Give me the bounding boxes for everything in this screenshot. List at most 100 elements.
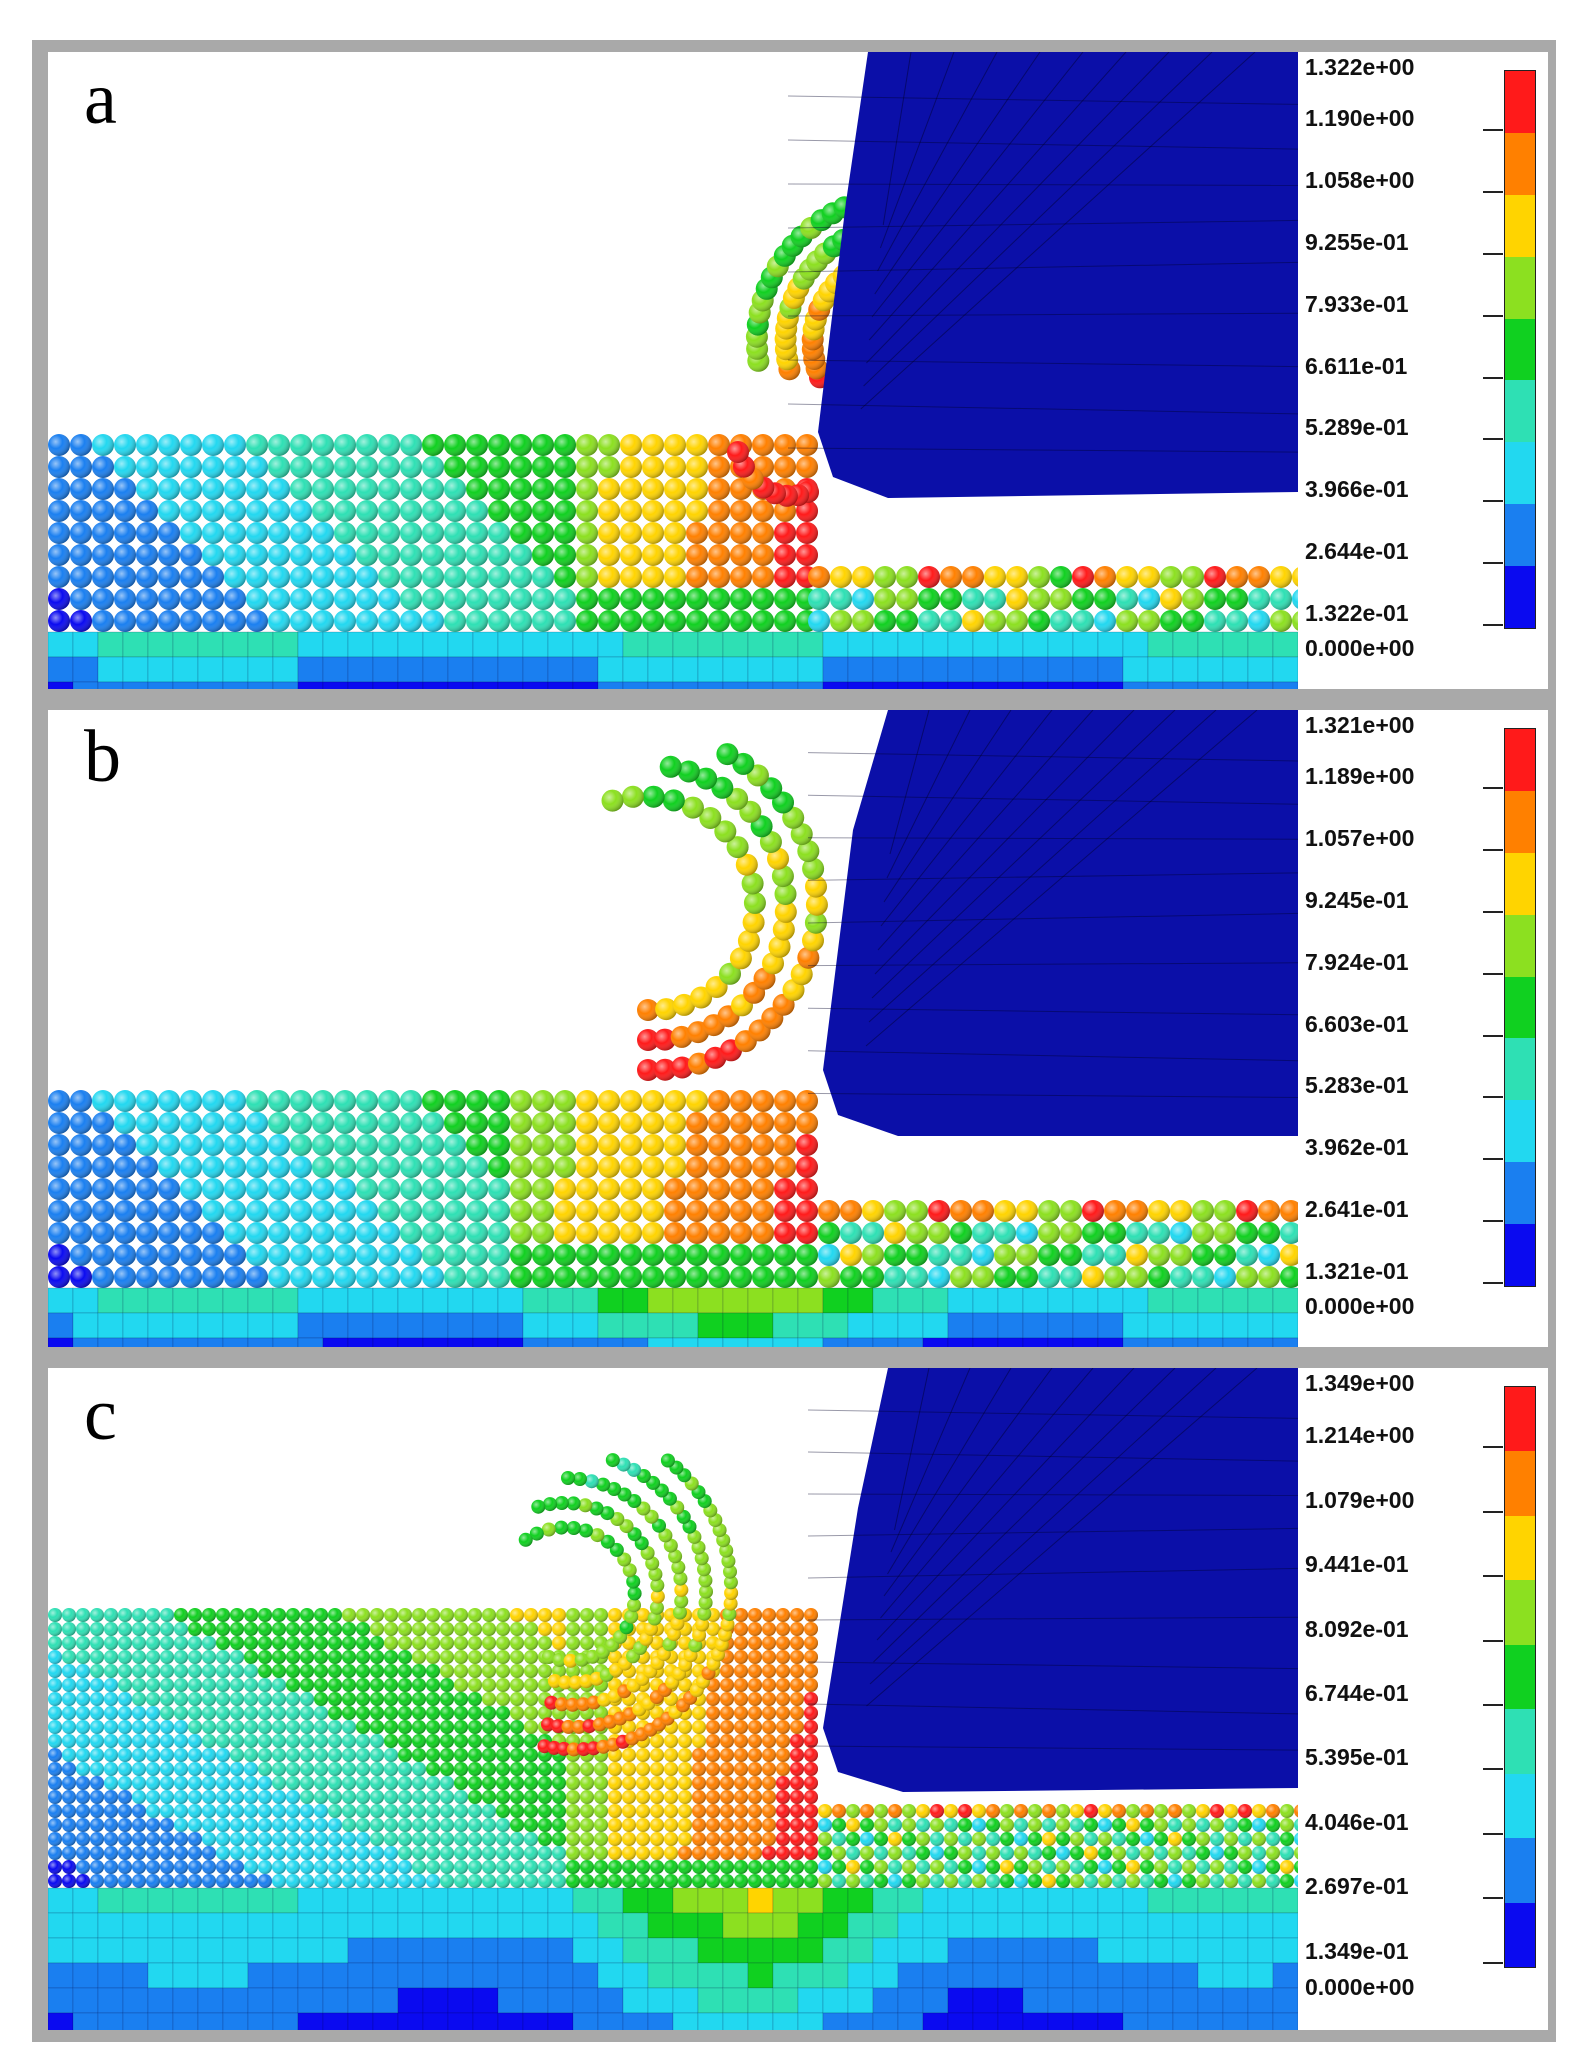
mesh-cell xyxy=(697,1312,724,1339)
particle-shade xyxy=(334,588,356,610)
particle-shade xyxy=(538,1622,552,1636)
particle-shade xyxy=(482,1832,496,1846)
particle-shade xyxy=(762,1804,776,1818)
mesh-cell xyxy=(622,681,649,689)
mesh-cell xyxy=(122,1312,149,1339)
mesh-cell xyxy=(72,1337,99,1347)
particle-shade xyxy=(90,1762,104,1776)
particle-shade xyxy=(400,1178,422,1200)
particle-shade xyxy=(174,1776,188,1790)
mesh-cell xyxy=(647,656,674,683)
particle-shade xyxy=(496,1874,510,1888)
particle-shade xyxy=(230,1692,244,1706)
particle-shade xyxy=(356,478,378,500)
legend-label: 1.058e+00 xyxy=(1305,166,1415,193)
particle-shade xyxy=(356,610,378,632)
mesh-cell xyxy=(197,1987,224,2014)
mesh-cell xyxy=(872,1962,899,1989)
particle-shade xyxy=(426,1608,440,1622)
mesh-cell xyxy=(572,656,599,683)
mesh-cell xyxy=(922,1987,949,2014)
particle-shade xyxy=(160,1860,174,1874)
particle-shade xyxy=(1210,1846,1224,1860)
particle-shade xyxy=(734,1650,748,1664)
particle-shade xyxy=(356,1678,370,1692)
particle-shade xyxy=(412,1720,426,1734)
particle-shade xyxy=(132,1664,146,1678)
particle-shade xyxy=(1006,566,1028,588)
particle-shade xyxy=(510,1734,524,1748)
mesh-cell xyxy=(147,1312,174,1339)
mesh-cell xyxy=(872,1937,899,1964)
particle-shade xyxy=(90,1860,104,1874)
particle-shade xyxy=(678,1846,692,1860)
particle-shade xyxy=(202,1748,216,1762)
mesh-cell xyxy=(297,1287,324,1314)
mesh-cell xyxy=(322,2012,349,2030)
particle-shade xyxy=(554,500,576,522)
particle-shade xyxy=(202,1874,216,1888)
particle-shade xyxy=(510,1692,524,1706)
particle-shade xyxy=(686,544,708,566)
particle-shade xyxy=(566,1874,580,1888)
particle-shade xyxy=(620,478,642,500)
particle-shade xyxy=(776,1720,790,1734)
particle-shade xyxy=(734,1846,748,1860)
particle-shade xyxy=(496,1622,510,1636)
particle-shade xyxy=(230,1818,244,1832)
particle-shade xyxy=(136,610,158,632)
particle-shade xyxy=(524,1664,538,1678)
particle-shade xyxy=(620,522,642,544)
particle-shade xyxy=(180,610,202,632)
particle-shade xyxy=(90,1874,104,1888)
particle-shade xyxy=(174,1720,188,1734)
mesh-cell xyxy=(947,1287,974,1314)
particle-shade xyxy=(748,1650,762,1664)
particle-shade xyxy=(1248,588,1270,610)
mesh-cell xyxy=(947,1962,974,1989)
particle-shade xyxy=(356,588,378,610)
particle-shade xyxy=(874,1874,888,1888)
mesh-cell xyxy=(197,1937,224,1964)
particle-shade xyxy=(664,1776,678,1790)
mesh-cell xyxy=(1072,656,1099,683)
particle-shade xyxy=(1204,566,1226,588)
particle-shade xyxy=(356,1636,370,1650)
mesh-cell xyxy=(1197,1312,1224,1339)
particle-shade xyxy=(272,1734,286,1748)
mesh-cell xyxy=(772,1337,799,1347)
particle-shade xyxy=(650,1832,664,1846)
particle-shade xyxy=(692,1790,706,1804)
legend-tick xyxy=(1483,848,1503,851)
particle-shade xyxy=(202,500,224,522)
particle-shade xyxy=(752,522,774,544)
particle-shade xyxy=(370,1692,384,1706)
particle-shade xyxy=(466,1134,488,1156)
particle-shade xyxy=(642,434,664,456)
particle-shade xyxy=(440,1720,454,1734)
particle-shade xyxy=(1192,1222,1214,1244)
particle-shade xyxy=(454,1832,468,1846)
particle-shade xyxy=(136,1178,158,1200)
particle-shade xyxy=(580,1622,594,1636)
mesh-cell xyxy=(547,1337,574,1347)
mesh-cell xyxy=(897,1912,924,1939)
mesh-cell xyxy=(822,1337,849,1347)
particle-shade xyxy=(636,1832,650,1846)
particle-shade xyxy=(576,1200,598,1222)
particle-shade xyxy=(862,1266,884,1288)
particle-shade xyxy=(334,1222,356,1244)
particle-shade xyxy=(104,1636,118,1650)
particle-shade xyxy=(532,500,554,522)
particle-shade xyxy=(400,1134,422,1156)
particle-shade xyxy=(286,1650,300,1664)
particle-shade xyxy=(708,1244,730,1266)
particle-shade xyxy=(524,1678,538,1692)
mesh-cell xyxy=(1197,1337,1224,1347)
particle-shade xyxy=(246,456,268,478)
mesh-cell xyxy=(372,1287,399,1314)
mesh-cell xyxy=(147,631,174,658)
particle-shade xyxy=(426,1874,440,1888)
particle-shade xyxy=(1006,610,1028,632)
particle-shade xyxy=(132,1608,146,1622)
